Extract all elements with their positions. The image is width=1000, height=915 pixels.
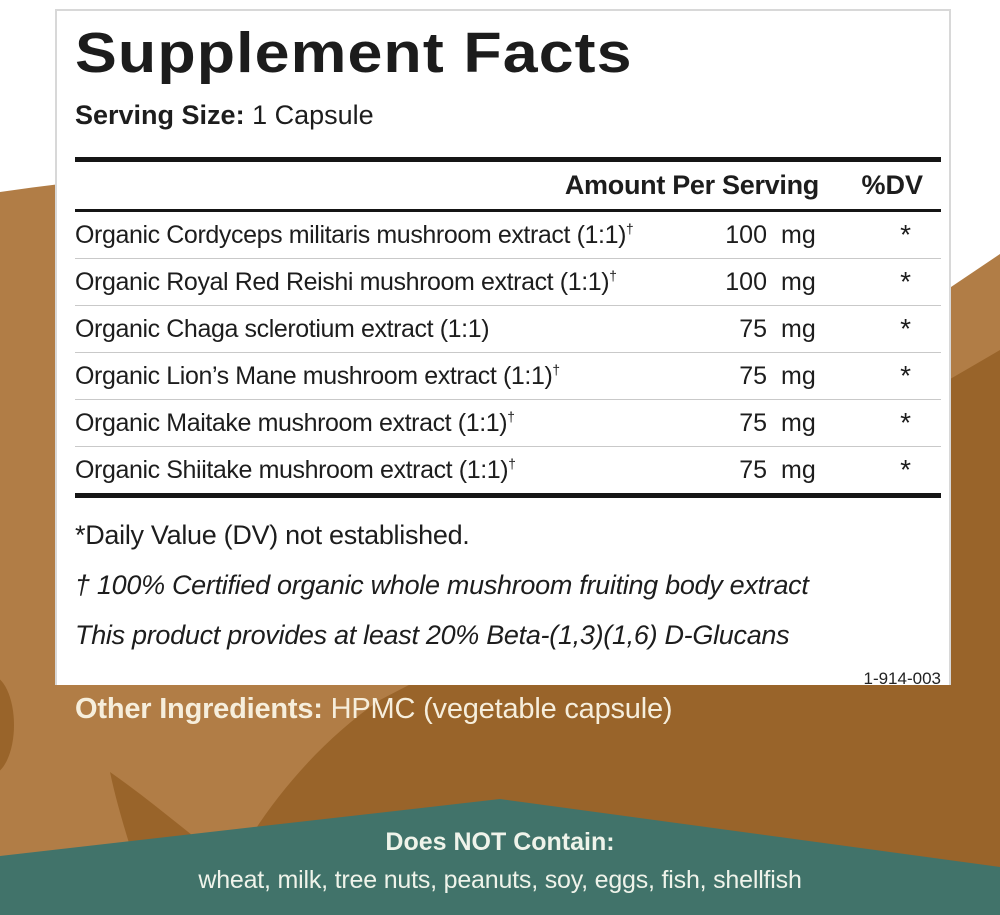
dagger-mark: † bbox=[508, 456, 516, 472]
ingredient-amount: 100 bbox=[725, 220, 767, 249]
amount-per-serving-header: Amount Per Serving bbox=[564, 170, 819, 200]
beta-glucans-footnote: This product provides at least 20% Beta-… bbox=[75, 620, 790, 650]
does-not-contain-heading: Does NOT Contain: bbox=[385, 828, 615, 856]
ingredient-name: Organic Chaga sclerotium extract (1:1) bbox=[75, 314, 490, 343]
dagger-footnote: † 100% Certified organic whole mushroom … bbox=[75, 570, 809, 600]
ingredient-name: Organic Shiitake mushroom extract (1:1)† bbox=[75, 455, 516, 484]
dv-footnote: *Daily Value (DV) not established. bbox=[75, 520, 470, 550]
table-row: Organic Chaga sclerotium extract (1:1) 7… bbox=[75, 306, 941, 353]
serving-size-label: Serving Size: bbox=[75, 100, 245, 130]
ingredient-unit: mg bbox=[781, 361, 816, 390]
ingredient-unit: mg bbox=[781, 408, 816, 437]
dagger-mark: † bbox=[609, 268, 617, 284]
dagger-mark: † bbox=[626, 221, 634, 237]
ingredient-amount: 75 bbox=[739, 361, 767, 390]
facts-table-header: Amount Per Serving %DV bbox=[75, 157, 941, 212]
ingredient-unit: mg bbox=[781, 267, 816, 296]
ingredient-dv: * bbox=[900, 407, 911, 438]
serving-size-value: 1 Capsule bbox=[252, 100, 374, 130]
supplement-facts-panel: Supplement Facts Serving Size: 1 Capsule… bbox=[55, 9, 951, 688]
table-row: Organic Cordyceps militaris mushroom ext… bbox=[75, 212, 941, 259]
ingredient-unit: mg bbox=[781, 314, 816, 343]
table-row: Organic Lion’s Mane mushroom extract (1:… bbox=[75, 353, 941, 400]
serving-size-line: Serving Size: 1 Capsule bbox=[75, 99, 941, 131]
ingredient-name: Organic Maitake mushroom extract (1:1)† bbox=[75, 408, 515, 437]
ingredient-dv: * bbox=[900, 454, 911, 485]
ingredient-dv: * bbox=[900, 313, 911, 344]
dagger-mark: † bbox=[507, 409, 515, 425]
ingredient-amount: 100 bbox=[725, 267, 767, 296]
ingredient-dv: * bbox=[900, 266, 911, 297]
ingredient-amount: 75 bbox=[739, 314, 767, 343]
ingredient-unit: mg bbox=[781, 220, 816, 249]
facts-table: Amount Per Serving %DV Organic Cordyceps… bbox=[75, 157, 941, 498]
ingredient-name: Organic Royal Red Reishi mushroom extrac… bbox=[75, 267, 617, 296]
footnotes: *Daily Value (DV) not established. † 100… bbox=[75, 520, 941, 650]
table-row: Organic Shiitake mushroom extract (1:1)†… bbox=[75, 447, 941, 493]
ingredient-amount: 75 bbox=[739, 455, 767, 484]
allergen-list: wheat, milk, tree nuts, peanuts, soy, eg… bbox=[198, 866, 802, 894]
table-row: Organic Maitake mushroom extract (1:1)† … bbox=[75, 400, 941, 447]
ingredient-unit: mg bbox=[781, 455, 816, 484]
page-title: Supplement Facts bbox=[75, 21, 633, 85]
ingredient-name: Organic Lion’s Mane mushroom extract (1:… bbox=[75, 361, 560, 390]
label-code: 1-914-003 bbox=[863, 669, 941, 688]
percent-dv-header: %DV bbox=[861, 170, 923, 200]
other-ingredients-label: Other Ingredients: bbox=[75, 693, 323, 725]
dagger-mark: † bbox=[552, 362, 560, 378]
other-ingredients-line: Other Ingredients: HPMC (vegetable capsu… bbox=[75, 692, 673, 726]
table-row: Organic Royal Red Reishi mushroom extrac… bbox=[75, 259, 941, 306]
ingredient-dv: * bbox=[900, 360, 911, 391]
ingredient-dv: * bbox=[900, 219, 911, 250]
other-ingredients-value: HPMC (vegetable capsule) bbox=[330, 693, 673, 725]
ingredient-name: Organic Cordyceps militaris mushroom ext… bbox=[75, 220, 634, 249]
ingredient-amount: 75 bbox=[739, 408, 767, 437]
